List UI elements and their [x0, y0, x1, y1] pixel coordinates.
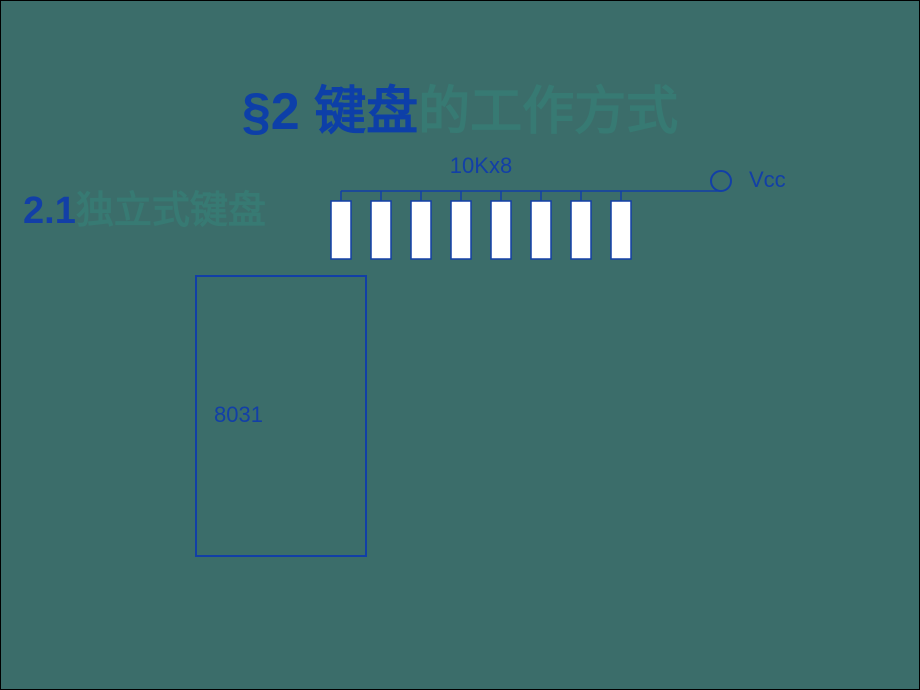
slide-container: §2 键盘的工作方式 2.1独立式键盘 8031Vcc10Kx8	[0, 0, 920, 690]
svg-text:10Kx8: 10Kx8	[450, 153, 512, 178]
circuit-diagram: 8031 Vcc 10Kx8	[1, 1, 920, 690]
svg-text:Vcc: Vcc	[749, 167, 786, 192]
svg-text:8031: 8031	[214, 402, 263, 427]
